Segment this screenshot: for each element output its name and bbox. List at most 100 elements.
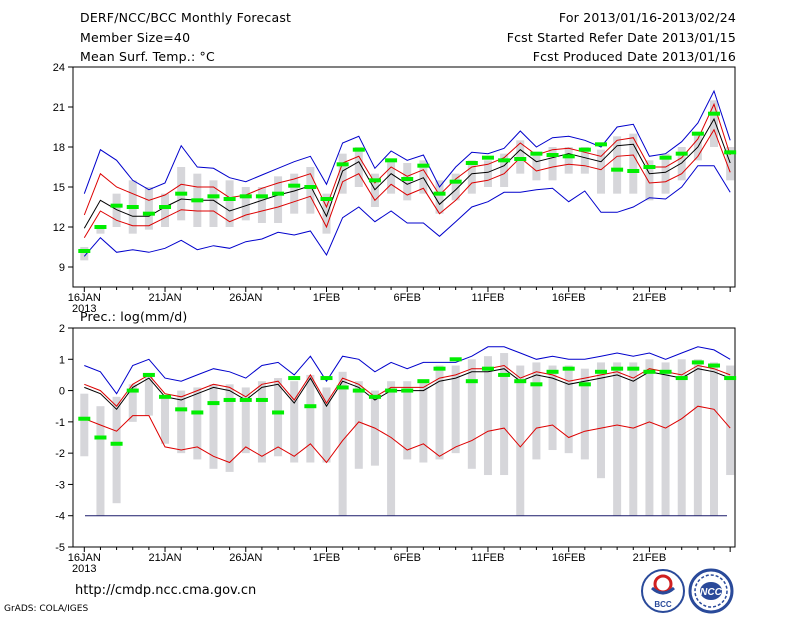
temp-min-line bbox=[83, 165, 731, 257]
prec-obs-marker bbox=[255, 397, 268, 402]
prec-box bbox=[403, 381, 412, 460]
temp-panel-title: Mean Surf. Temp.: °C bbox=[80, 49, 215, 64]
temp-box bbox=[80, 247, 89, 261]
temp-obs-marker bbox=[724, 150, 737, 155]
prec-box bbox=[322, 387, 331, 463]
temp-box bbox=[387, 160, 396, 194]
prec-box bbox=[564, 365, 573, 454]
prec-ytick-label: -5 bbox=[55, 542, 65, 554]
prec-obs-marker bbox=[433, 366, 446, 371]
temp-box bbox=[322, 193, 331, 234]
temp-obs-marker bbox=[546, 153, 559, 157]
temp-box bbox=[403, 163, 412, 201]
prec-obs-marker bbox=[481, 366, 494, 371]
prec-xtick-label: 1FEB bbox=[313, 552, 341, 564]
temp-obs-marker bbox=[514, 157, 527, 161]
temp-box bbox=[96, 227, 105, 234]
temp-obs-marker bbox=[239, 194, 252, 199]
prec-obs-marker bbox=[659, 369, 672, 374]
prec-obs-marker bbox=[110, 441, 123, 446]
prec-xtick-label: 11FEB bbox=[472, 552, 505, 564]
temp-box bbox=[257, 187, 266, 223]
prec-obs-marker bbox=[159, 394, 172, 399]
temp-obs-marker bbox=[465, 161, 478, 165]
prec-obs-marker bbox=[546, 369, 559, 374]
temp-box bbox=[112, 193, 121, 227]
prec-box bbox=[451, 365, 460, 454]
prec-box bbox=[161, 396, 170, 444]
temp-xtick-label: 16JAN bbox=[68, 292, 101, 304]
prec-box bbox=[387, 381, 396, 516]
temp-ytick-label: 12 bbox=[53, 222, 65, 234]
temp-obs-marker bbox=[578, 147, 591, 152]
temp-box bbox=[451, 173, 460, 201]
temp-obs-marker bbox=[449, 179, 462, 184]
temp-box bbox=[596, 149, 605, 194]
prec-box bbox=[257, 381, 266, 463]
member-size: Member Size=40 bbox=[80, 30, 191, 45]
temp-box bbox=[419, 160, 428, 194]
temp-obs-marker bbox=[175, 191, 188, 196]
temp-obs-marker bbox=[94, 225, 107, 229]
forecast-period: For 2013/01/16-2013/02/24 bbox=[558, 10, 736, 25]
prec-box bbox=[435, 365, 444, 460]
temp-xtick-label: 16FEB bbox=[552, 292, 586, 304]
prec-box bbox=[645, 359, 654, 516]
temp-box bbox=[483, 160, 492, 187]
temp-ytick-label: 18 bbox=[53, 142, 65, 154]
temp-xtick-label: 1FEB bbox=[313, 292, 341, 304]
temp-box bbox=[677, 147, 686, 181]
temp-box bbox=[645, 160, 654, 201]
temp-obs-marker bbox=[126, 205, 139, 209]
prec-box bbox=[677, 359, 686, 516]
temp-obs-marker bbox=[659, 155, 672, 160]
prec-obs-marker bbox=[94, 435, 107, 440]
temp-obs-marker bbox=[110, 203, 123, 208]
prec-box bbox=[193, 387, 202, 460]
prec-box bbox=[241, 387, 250, 454]
prec-obs-marker bbox=[449, 357, 462, 362]
prec-box bbox=[693, 359, 702, 516]
prec-box bbox=[500, 353, 509, 476]
prec-box bbox=[710, 362, 719, 516]
prec-obs-marker bbox=[304, 404, 317, 409]
temp-obs-marker bbox=[78, 249, 91, 253]
prec-box bbox=[274, 378, 283, 457]
prec-obs-marker bbox=[465, 379, 478, 384]
temp-obs-marker bbox=[336, 162, 349, 167]
prec-obs-marker bbox=[368, 394, 381, 399]
temp-obs-marker bbox=[417, 163, 430, 168]
prec-box bbox=[483, 356, 492, 476]
prec-box bbox=[338, 371, 347, 516]
prec-ytick-label: -3 bbox=[55, 479, 65, 491]
chart-title: DERF/NCC/BCC Monthly Forecast bbox=[80, 10, 292, 25]
prec-year-label: 2013 bbox=[72, 563, 96, 575]
temp-plot-frame bbox=[72, 66, 736, 288]
prec-obs-marker bbox=[417, 379, 430, 384]
prec-box bbox=[548, 365, 557, 451]
prec-box bbox=[209, 384, 218, 469]
prec-box bbox=[112, 396, 121, 504]
prec-obs-marker bbox=[675, 376, 688, 381]
prec-box bbox=[613, 362, 622, 516]
prec-obs-marker bbox=[352, 388, 365, 393]
prec-obs-marker bbox=[207, 401, 220, 406]
temp-ytick-label: 24 bbox=[53, 62, 65, 74]
temp-obs-marker bbox=[368, 178, 381, 183]
temp-box bbox=[338, 153, 347, 194]
prec-obs-marker bbox=[627, 366, 640, 371]
temp-xtick-label: 21JAN bbox=[149, 292, 182, 304]
temp-obs-marker bbox=[562, 154, 575, 159]
temp-obs-marker bbox=[272, 191, 285, 196]
temp-box bbox=[209, 180, 218, 227]
temp-box bbox=[629, 133, 638, 194]
temp-obs-marker bbox=[530, 151, 543, 156]
prec-box bbox=[96, 406, 105, 516]
prec-ytick-label: 1 bbox=[59, 354, 65, 366]
prec-obs-marker bbox=[320, 376, 333, 381]
prec-obs-marker bbox=[272, 410, 285, 415]
temp-box bbox=[500, 153, 509, 187]
prec-panel-title: Prec.: log(mm/d) bbox=[80, 309, 188, 324]
temp-obs-marker bbox=[675, 151, 688, 156]
temp-box bbox=[290, 173, 299, 214]
